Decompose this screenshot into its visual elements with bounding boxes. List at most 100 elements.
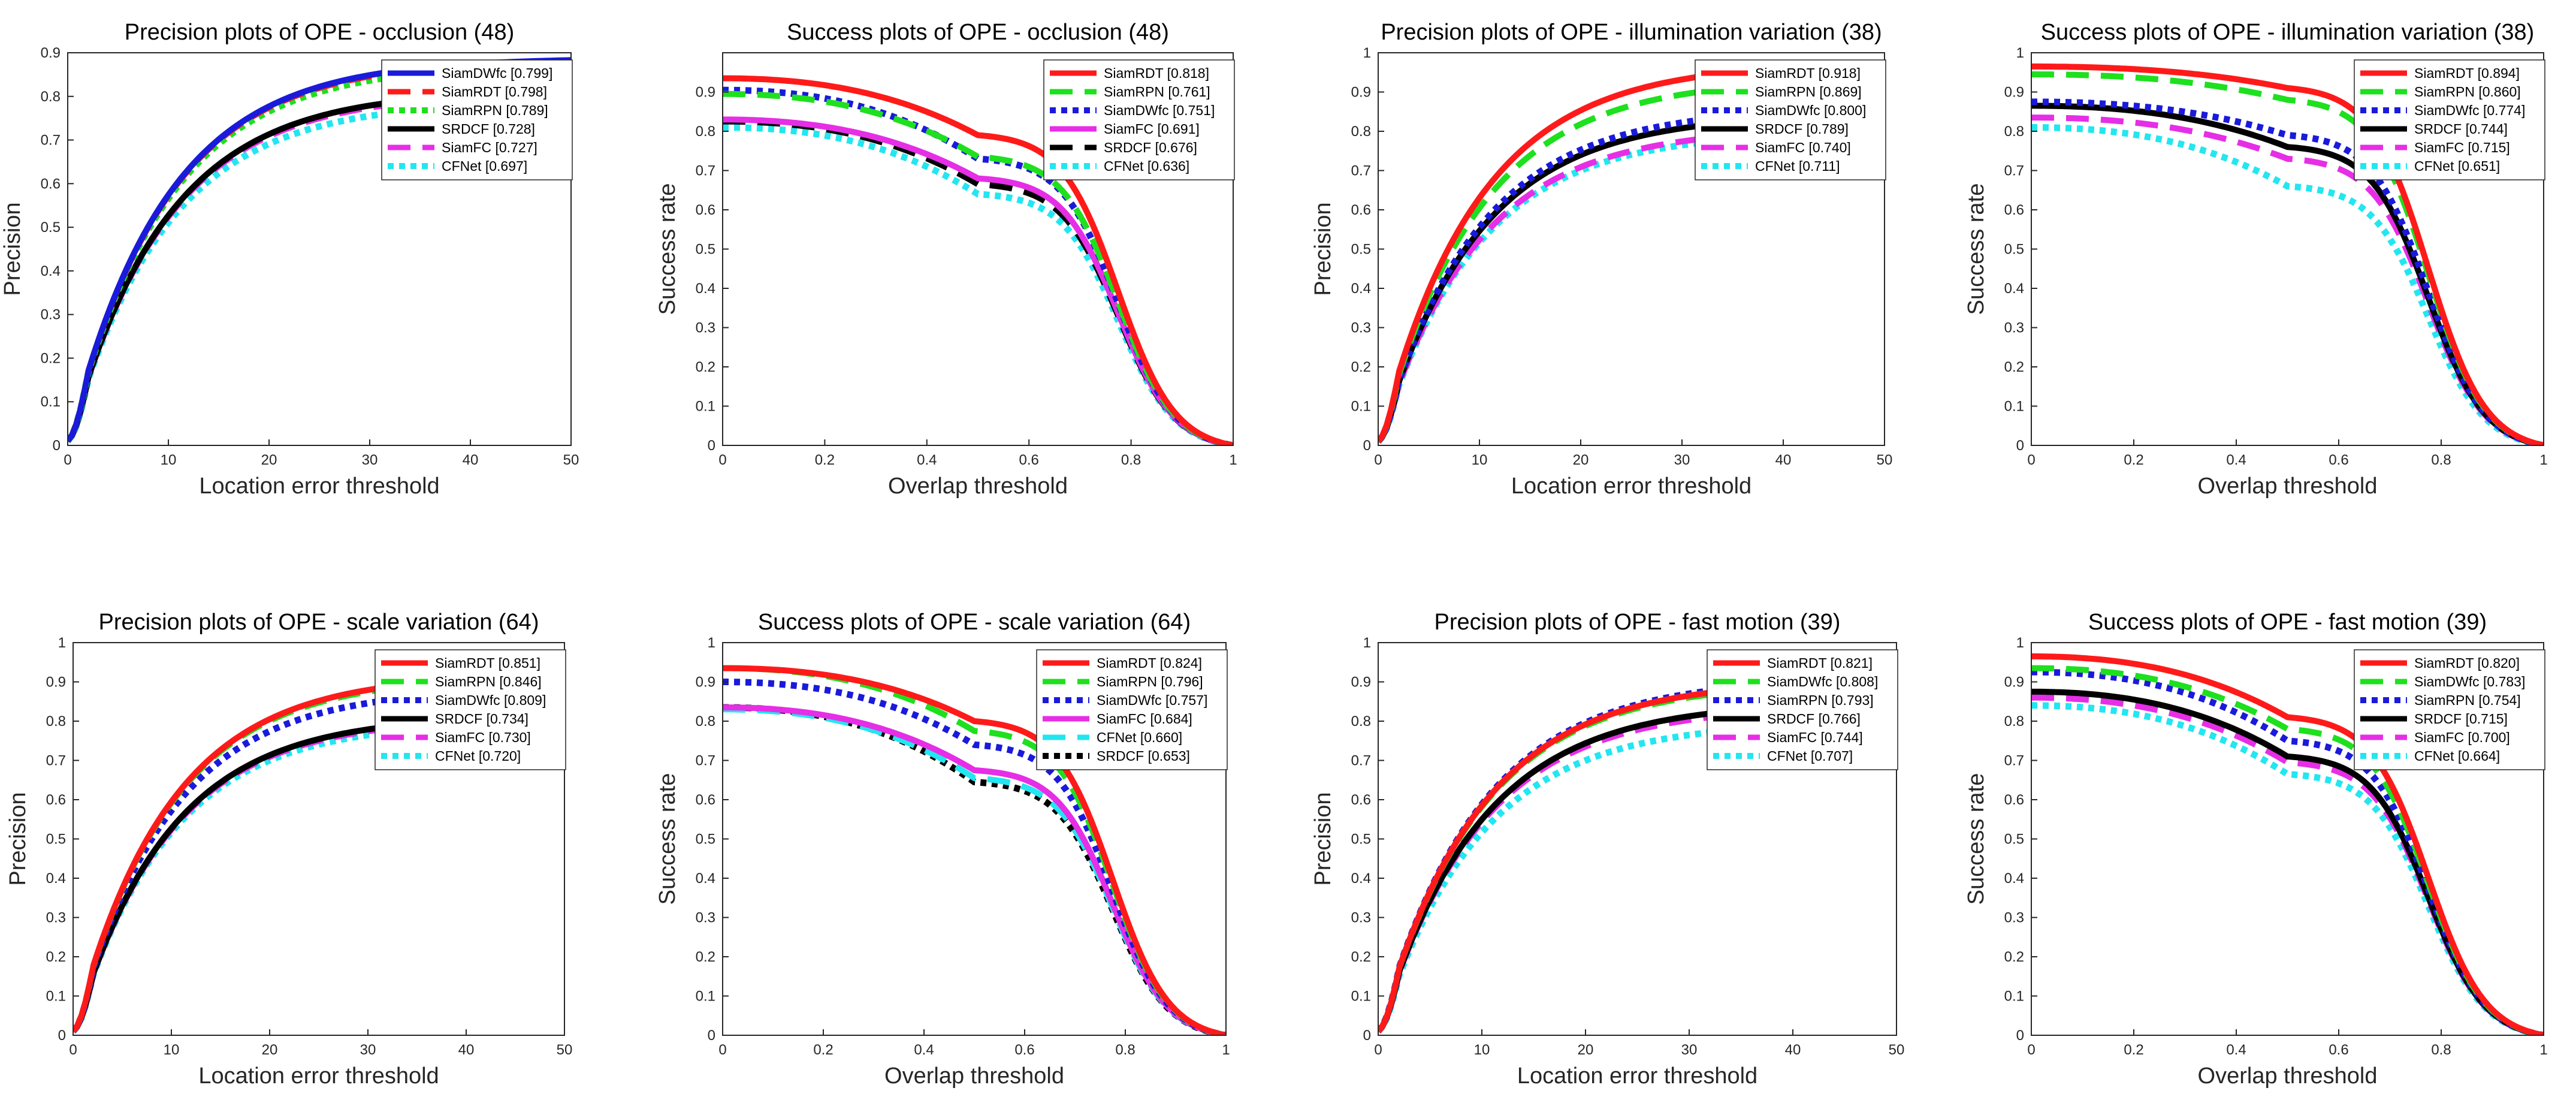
x-tick-label: 50 [1877,452,1893,468]
y-axis-label: Success rate [655,183,680,315]
legend-entry: SiamRPN [0.761] [1104,84,1210,100]
legend-entry: SRDCF [0.715] [2414,711,2508,727]
legend: SiamRDT [0.824] SiamRPN [0.796] SiamDWfc [… [1036,649,1228,770]
x-tick-label: 1 [1229,452,1237,468]
legend-entry: SiamFC [0.700] [2414,730,2510,745]
legend-box [381,59,573,180]
x-axis-label: Location error threshold [1511,474,1751,499]
legend: SiamDWfc [0.799] SiamRDT [0.798] SiamRPN [… [381,59,573,180]
legend-entry: SiamRPN [0.796] [1097,674,1203,689]
x-tick-label: 0.6 [2329,1042,2348,1058]
y-tick-label: 0.9 [1351,85,1371,101]
y-axis-label: Success rate [1964,183,1989,315]
y-tick-label: 0.5 [1351,831,1371,848]
chart-title: Precision plots of OPE - scale variation… [99,610,539,635]
legend-entry: SiamDWfc [0.774] [2414,103,2525,118]
y-tick-label: 0.4 [696,281,715,297]
x-tick-label: 10 [164,1042,180,1058]
chart-panel-8: Success plots of OPE - fast motion (39) 0… [1964,610,2548,1089]
x-tick-label: 10 [1472,452,1488,468]
x-tick-label: 0 [1374,452,1382,468]
series-line-siamdwfc [1378,106,1885,444]
legend-entry: SiamDWfc [0.809] [435,692,546,708]
legend-entry: SiamFC [0.740] [1755,140,1851,155]
chart-panel-2: Success plots of OPE - occlusion (48) 0 0.… [655,20,1237,499]
y-tick-label: 0.3 [1351,320,1371,336]
y-tick-label: 1 [2016,45,2024,61]
x-tick-label: 0 [2027,1042,2035,1058]
legend-box [1695,59,1886,180]
legend-entry: CFNet [0.720] [435,748,521,764]
legend: SiamRDT [0.851] SiamRPN [0.846] SiamDWfc [… [375,649,566,770]
legend-entry: SRDCF [0.728] [442,121,535,137]
y-tick-label: 0 [708,438,715,454]
legend-entry: SiamRDT [0.820] [2414,655,2520,671]
legend-entry: SiamRDT [0.824] [1097,655,1202,671]
y-tick-label: 0.5 [46,831,66,848]
legend-entry: SRDCF [0.766] [1767,711,1861,727]
y-tick-label: 0.1 [1351,989,1371,1005]
legend-entry: SiamRDT [0.851] [435,655,540,671]
legend-entry: CFNet [0.707] [1767,748,1853,764]
x-tick-label: 50 [563,452,579,468]
y-tick-label: 0.7 [2004,753,2024,769]
chart-title: Precision plots of OPE - occlusion (48) [125,20,515,45]
chart-title: Precision plots of OPE - illumination va… [1381,20,1882,45]
legend: SiamRDT [0.821] SiamDWfc [0.808] SiamRPN [… [1707,649,1898,770]
y-tick-label: 0.8 [1351,123,1371,140]
x-tick-label: 0.8 [1121,452,1141,468]
x-tick-label: 20 [261,452,277,468]
legend-entry: SRDCF [0.653] [1097,748,1190,764]
y-tick-label: 0.9 [696,85,715,101]
x-tick-label: 30 [360,1042,376,1058]
x-tick-label: 0 [718,452,726,468]
x-tick-label: 50 [557,1042,573,1058]
y-tick-label: 0.8 [2004,123,2024,140]
legend-entry: SiamRPN [0.754] [2414,692,2521,708]
y-tick-label: 0.2 [696,949,715,965]
legend-entry: SiamDWfc [0.799] [442,65,552,81]
x-tick-label: 0.4 [2226,1042,2246,1058]
x-tick-label: 40 [463,452,479,468]
y-tick-label: 0.5 [41,219,61,236]
y-tick-label: 0.2 [2004,949,2024,965]
y-tick-label: 0.2 [1351,359,1371,375]
y-tick-label: 0.9 [46,674,66,691]
x-axis-label: Location error threshold [199,474,439,499]
y-tick-label: 0.6 [696,792,715,808]
x-axis-label: Overlap threshold [2198,1063,2378,1089]
x-tick-label: 0.8 [2431,452,2451,468]
x-tick-label: 0 [1374,1042,1382,1058]
y-tick-label: 0.7 [696,753,715,769]
legend-entry: SiamRPN [0.793] [1767,692,1874,708]
legend-entry: SiamRPN [0.869] [1755,84,1862,100]
y-tick-label: 0.6 [46,792,66,808]
legend-entry: CFNet [0.660] [1097,730,1182,745]
chart-panel-7: Precision plots of OPE - fast motion (39… [1310,610,1904,1089]
y-tick-label: 0.4 [46,870,66,887]
x-tick-label: 40 [458,1042,475,1058]
series-lines [2031,653,2544,1035]
x-axis-label: Overlap threshold [2198,474,2378,499]
series-line-siamrpn [1378,77,1885,444]
y-tick-label: 0.3 [46,910,66,926]
y-tick-label: 0 [1363,1027,1371,1044]
y-tick-label: 0.2 [696,359,715,375]
y-axis-label: Success rate [655,773,680,905]
legend-entry: SiamFC [0.744] [1767,730,1863,745]
x-axis-label: Location error threshold [198,1063,439,1089]
x-tick-label: 0 [64,452,71,468]
x-tick-label: 0.6 [2329,452,2348,468]
chart-title: Success plots of OPE - occlusion (48) [787,20,1169,45]
x-tick-label: 0.4 [914,1042,934,1058]
y-tick-label: 0.1 [1351,399,1371,415]
x-tick-label: 20 [262,1042,278,1058]
y-tick-label: 0 [2016,438,2024,454]
chart-title: Success plots of OPE - fast motion (39) [2088,610,2487,635]
legend-entry: SiamRDT [0.818] [1104,65,1209,81]
chart-title: Success plots of OPE - illumination vari… [2041,20,2535,45]
y-tick-label: 0.2 [41,350,61,366]
y-tick-label: 0.5 [2004,242,2024,258]
y-tick-label: 0.3 [41,307,61,323]
x-tick-label: 0.6 [1019,452,1039,468]
